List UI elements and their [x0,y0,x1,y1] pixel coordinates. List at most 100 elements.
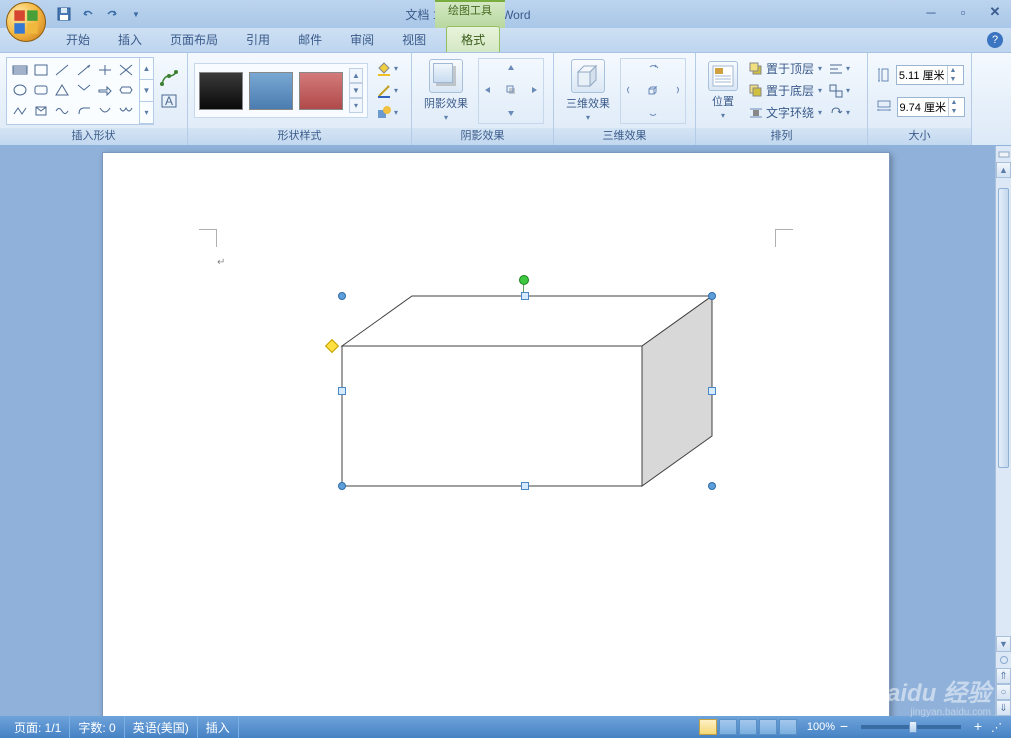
shapes-scroll-down[interactable]: ▼ [140,80,153,102]
style-swatch-2[interactable] [249,72,293,110]
handle-br[interactable] [708,482,716,490]
text-box-button[interactable]: A [160,93,178,112]
tab-insert[interactable]: 插入 [104,27,156,52]
bring-to-front-button[interactable]: 置于顶层▾ [748,59,822,79]
height-input[interactable]: ▲▼ [896,65,964,85]
status-page[interactable]: 页面: 1/1 [6,716,70,738]
3d-tilt-down[interactable] [643,102,664,123]
style-gallery[interactable]: ▲ ▼ ▾ [194,63,368,118]
handle-tl[interactable] [338,292,346,300]
scroll-up[interactable]: ▲ [996,162,1011,178]
handle-bl[interactable] [338,482,346,490]
shadow-nudge-down[interactable] [501,102,522,123]
3d-tilt-right[interactable] [664,80,685,101]
handle-ml[interactable] [338,387,346,395]
close-button[interactable]: ✕ [985,4,1005,20]
status-language[interactable]: 英语(美国) [125,716,198,738]
save-button[interactable] [54,4,74,24]
vertical-scrollbar[interactable]: ▲ ▼ ⇑ ○ ⇓ [995,146,1011,716]
tab-references[interactable]: 引用 [232,27,284,52]
tab-review[interactable]: 审阅 [336,27,388,52]
style-swatch-3[interactable] [299,72,343,110]
shadow-nudge-right[interactable] [522,80,543,101]
shadow-nudge-up[interactable] [501,59,522,80]
align-button[interactable]: ▾ [828,59,850,79]
zoom-in[interactable]: + [971,720,985,734]
shape-outline-button[interactable]: ▾ [376,81,398,101]
width-up[interactable]: ▲ [948,98,960,107]
zoom-percentage[interactable]: 100% [807,721,835,733]
document-page[interactable]: ↵ [102,152,890,716]
shapes-scroll-up[interactable]: ▲ [140,58,153,80]
ruler-toggle[interactable] [996,146,1011,162]
3d-tilt-up[interactable] [643,59,664,80]
zoom-out[interactable]: − [837,720,851,734]
maximize-button[interactable]: ▫ [953,4,973,20]
handle-mr[interactable] [708,387,716,395]
view-draft[interactable] [779,719,797,735]
edit-shape-button[interactable] [160,70,178,89]
scroll-thumb[interactable] [998,188,1009,468]
shadow-toggle[interactable] [501,80,522,101]
group-3d-effects: 三维效果 ▾ 三维效果 [554,53,696,145]
style-more[interactable]: ▾ [349,98,363,113]
margin-marker-tl [199,229,217,247]
undo-button[interactable] [78,4,98,24]
change-shape-button[interactable]: ▾ [376,103,398,123]
group-button[interactable]: ▾ [828,81,850,101]
next-page[interactable]: ⇓ [996,700,1011,716]
handle-tm[interactable] [521,292,529,300]
zoom-slider[interactable] [861,725,961,729]
office-button[interactable] [6,2,46,42]
scroll-down[interactable]: ▼ [996,636,1011,652]
3d-toggle[interactable] [643,80,664,101]
document-area[interactable]: ↵ [0,146,995,716]
send-to-back-button[interactable]: 置于底层▾ [748,81,822,101]
help-button[interactable]: ? [987,32,1003,48]
rotation-handle[interactable] [519,275,529,285]
shapes-more[interactable]: ▾ [140,102,153,124]
handle-bm[interactable] [521,482,529,490]
style-swatch-1[interactable] [199,72,243,110]
tab-mailings[interactable]: 邮件 [284,27,336,52]
width-down[interactable]: ▼ [948,107,960,116]
tab-format[interactable]: 格式 [446,26,500,52]
status-mode[interactable]: 插入 [198,716,239,738]
scroll-track[interactable] [996,178,1011,636]
view-outline[interactable] [759,719,777,735]
group-insert-shapes: ▲ ▼ ▾ A 插入形状 [0,53,188,145]
shapes-gallery[interactable]: ▲ ▼ ▾ [6,57,154,125]
3d-tilt-left[interactable] [621,80,642,101]
paragraph-mark: ↵ [217,257,225,268]
view-full-screen[interactable] [719,719,737,735]
style-scroll-down[interactable]: ▼ [349,83,363,98]
3d-effects-button[interactable]: 三维效果 ▾ [560,57,616,125]
rotate-button[interactable]: ▾ [828,103,850,123]
redo-button[interactable] [102,4,122,24]
height-up[interactable]: ▲ [947,66,959,75]
view-web-layout[interactable] [739,719,757,735]
resize-grip[interactable]: ⋰ [991,721,1005,734]
shadow-nudge-left[interactable] [479,80,500,101]
position-button[interactable]: 位置 ▾ [702,57,744,125]
select-browse[interactable]: ○ [996,684,1011,700]
tab-page-layout[interactable]: 页面布局 [156,27,232,52]
style-scroll-up[interactable]: ▲ [349,68,363,83]
shadow-effects-button[interactable]: 阴影效果 ▾ [418,57,474,125]
group-label-arrange: 排列 [696,128,867,145]
prev-page[interactable]: ⇑ [996,668,1011,684]
qat-customize[interactable]: ▼ [126,4,146,24]
zoom-thumb[interactable] [909,721,917,733]
tab-view[interactable]: 视图 [388,27,440,52]
handle-tr[interactable] [708,292,716,300]
shape-fill-button[interactable]: ▾ [376,59,398,79]
text-wrap-button[interactable]: 文字环绕▾ [748,103,822,123]
status-word-count[interactable]: 字数: 0 [70,716,124,738]
minimize-button[interactable]: ─ [921,4,941,20]
tab-home[interactable]: 开始 [52,27,104,52]
view-print-layout[interactable] [699,719,717,735]
group-size: ▲▼ ▲▼ 大小 [868,53,972,145]
width-input[interactable]: ▲▼ [897,97,965,117]
browse-object[interactable] [1000,656,1008,664]
height-down[interactable]: ▼ [947,75,959,84]
